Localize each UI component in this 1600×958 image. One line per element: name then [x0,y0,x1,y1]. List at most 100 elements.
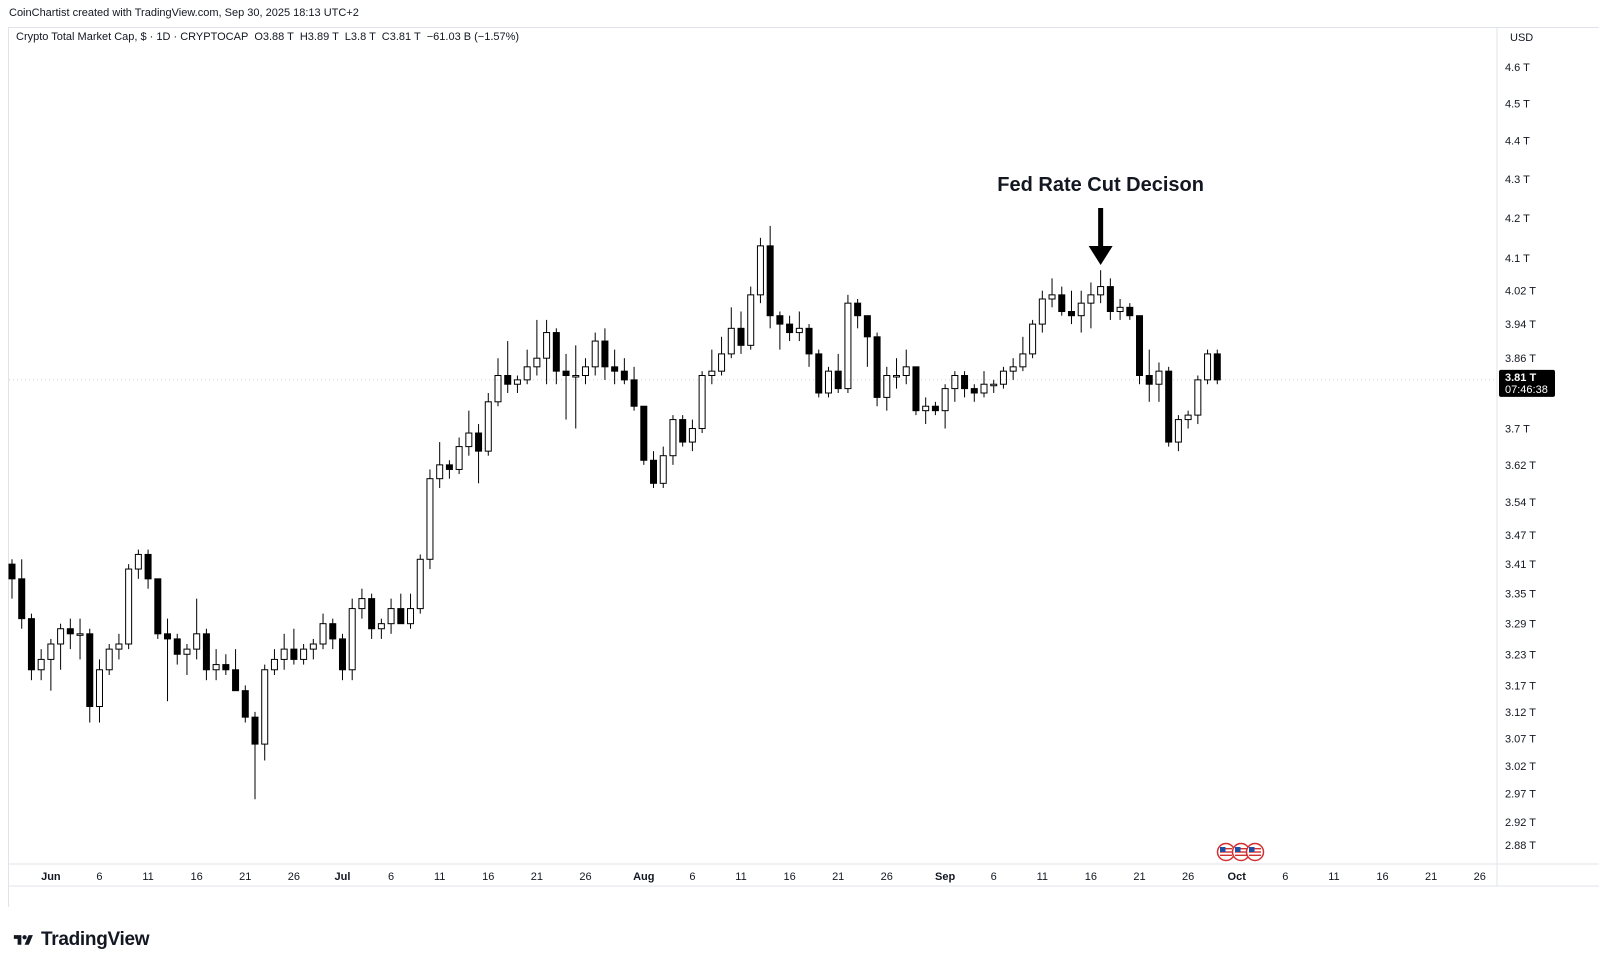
candle-down[interactable] [834,370,842,390]
candle-up[interactable] [280,648,288,660]
candle-up[interactable] [581,366,589,377]
candle-up[interactable] [407,608,415,625]
candle-up[interactable] [980,383,988,394]
candle-down[interactable] [475,432,483,452]
candle-down[interactable] [241,690,249,718]
candle-up[interactable] [669,419,677,457]
candle-up[interactable] [377,623,385,630]
candle-up[interactable] [533,357,541,368]
candle-down[interactable] [552,332,560,372]
candle-down[interactable] [805,327,813,355]
candle-up[interactable] [387,608,395,625]
candle-up[interactable] [1174,419,1182,443]
candle-up[interactable] [358,598,366,610]
candle-up[interactable] [708,370,716,377]
candle-down[interactable] [611,366,619,372]
candle-down[interactable] [815,353,823,394]
candle-up[interactable] [883,375,891,398]
candle-up[interactable] [1019,353,1027,368]
candle-up[interactable] [591,340,599,368]
candle-up[interactable] [348,608,356,671]
candle-down[interactable] [961,375,969,390]
candle-up[interactable] [795,327,803,334]
tradingview-logo[interactable]: TradingView [10,929,150,951]
candle-down[interactable] [202,633,210,671]
candle-down[interactable] [368,598,376,630]
candle-up[interactable] [47,643,55,660]
candle-down[interactable] [173,638,181,655]
candle-down[interactable] [222,664,230,671]
candle-down[interactable] [601,340,609,368]
candle-up[interactable] [494,375,502,403]
candle-up[interactable] [1038,298,1046,325]
candle-down[interactable] [290,648,298,660]
candle-down[interactable] [1106,286,1114,313]
candle-down[interactable] [737,327,745,346]
candle-up[interactable] [300,648,308,660]
candle-up[interactable] [824,370,832,394]
candle-up[interactable] [659,455,667,484]
candle-down[interactable] [445,464,453,470]
candle-down[interactable] [1145,375,1153,385]
candle-up[interactable] [436,464,444,480]
candle-up[interactable] [57,628,65,645]
candle-up[interactable] [951,375,959,390]
candle-up[interactable] [688,428,696,443]
candle-down[interactable] [1213,353,1221,381]
candle-down[interactable] [329,623,337,640]
candle-up[interactable] [1155,370,1163,385]
candle-down[interactable] [66,628,74,635]
candle-down[interactable] [873,336,881,398]
candle-down[interactable] [338,638,346,671]
candle-down[interactable] [620,370,628,381]
candle-up[interactable] [183,648,191,655]
candle-down[interactable] [970,388,978,394]
candle-down[interactable] [912,366,920,412]
candle-up[interactable] [902,366,910,377]
candle-down[interactable] [931,405,939,412]
candle-up[interactable] [455,446,463,470]
candle-up[interactable] [513,379,521,385]
candle-down[interactable] [562,370,570,377]
candle-down[interactable] [786,323,794,334]
candle-down[interactable] [8,563,16,580]
candle-up[interactable] [999,370,1007,385]
candle-up[interactable] [309,643,317,650]
candle-up[interactable] [416,558,424,610]
candle-down[interactable] [164,633,172,640]
candle-down[interactable] [679,419,687,443]
candle-up[interactable] [484,401,492,452]
candle-down[interactable] [504,375,512,385]
candle-up[interactable] [125,568,133,645]
candle-up[interactable] [747,294,755,346]
candle-down[interactable] [232,669,240,692]
candle-up[interactable] [76,633,84,636]
symbol-name[interactable]: Crypto Total Market Cap, $ · 1D · CRYPTO… [16,31,249,43]
candle-up[interactable] [1194,379,1202,416]
candle-up[interactable] [465,432,473,448]
currency-label[interactable]: USD [1510,32,1534,44]
candle-up[interactable] [1048,294,1056,300]
candle-up[interactable] [1009,366,1017,372]
candle-down[interactable] [650,459,658,484]
candle-down[interactable] [27,618,35,671]
candle-up[interactable] [990,383,998,387]
candle-up[interactable] [698,375,706,430]
candle-down[interactable] [1165,370,1173,443]
candle-up[interactable] [115,643,123,650]
candle-down[interactable] [397,608,405,625]
candle-up[interactable] [134,553,142,570]
candle-up[interactable] [727,327,735,355]
candle-up[interactable] [1097,286,1105,296]
candle-up[interactable] [105,648,113,671]
candle-down[interactable] [86,633,94,708]
candle-up[interactable] [572,375,580,378]
candle-down[interactable] [863,315,871,338]
candle-up[interactable] [270,658,278,671]
candle-up[interactable] [543,332,551,359]
candle-up[interactable] [193,633,201,650]
candle-up[interactable] [1116,306,1124,313]
candle-down[interactable] [640,405,648,461]
candle-down[interactable] [1058,294,1066,313]
candle-up[interactable] [319,623,327,645]
